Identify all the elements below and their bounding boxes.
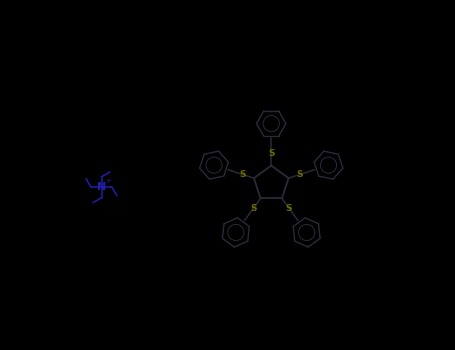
Text: +: + [105, 178, 111, 184]
Text: S: S [286, 204, 292, 212]
Text: N: N [97, 182, 106, 192]
Text: S: S [239, 170, 246, 179]
Text: S: S [297, 170, 303, 179]
Text: S: S [268, 149, 274, 158]
Text: S: S [250, 204, 257, 212]
